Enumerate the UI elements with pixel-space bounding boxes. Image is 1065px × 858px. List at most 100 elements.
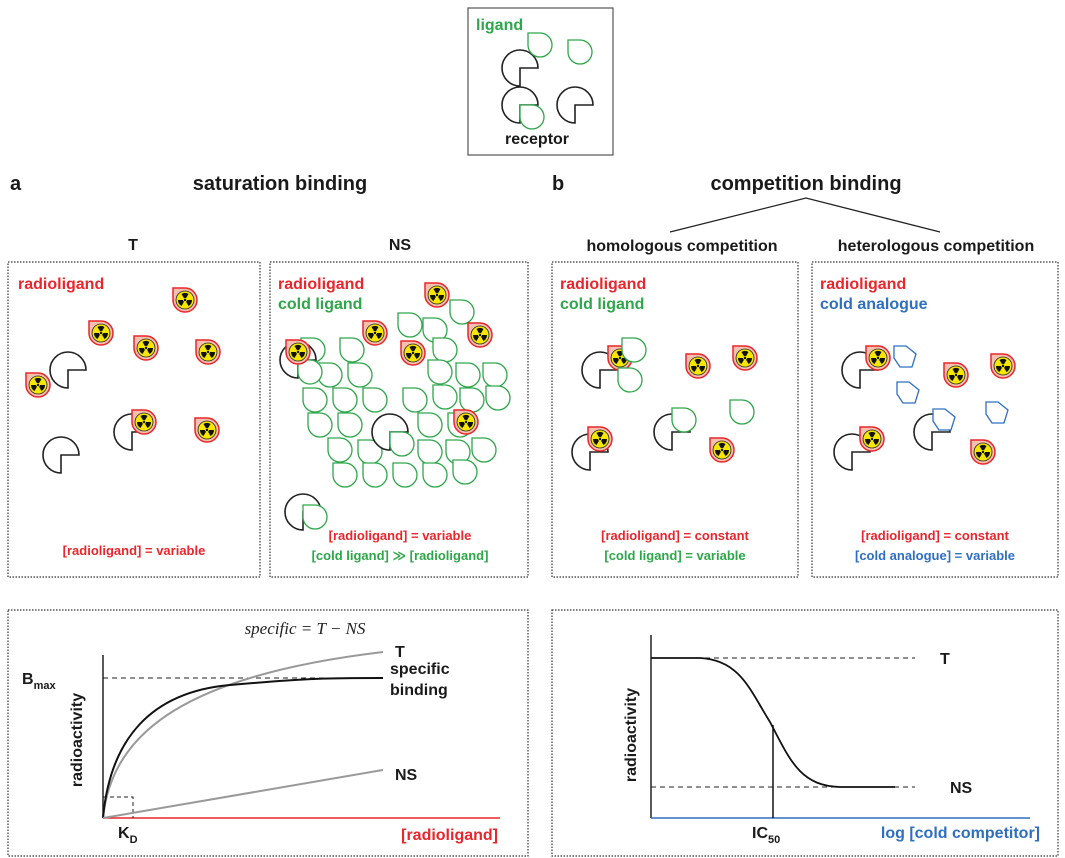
legend-ligand: ligand (476, 17, 523, 34)
ligand-icon (472, 438, 496, 462)
y-label: radioactivity (623, 688, 640, 782)
box-line: cold analogue (820, 296, 928, 313)
ligand-icon (303, 505, 327, 529)
kd-label: KD (118, 825, 138, 846)
ligand-icon (483, 363, 507, 387)
curve-label: T (395, 644, 405, 661)
radioligand-icon (588, 427, 612, 451)
box-heading: homologous competition (586, 238, 777, 255)
box-line: radioligand (18, 276, 104, 293)
ligand-icon (433, 338, 457, 362)
ligand-icon (390, 432, 414, 456)
receptor-icon (557, 87, 593, 123)
radioligand-icon (733, 346, 757, 370)
ligand-icon (520, 105, 544, 129)
ligand-icon (338, 413, 362, 437)
radioligand-icon (991, 354, 1015, 378)
box-line: cold ligand (560, 296, 644, 313)
y-label: radioactivity (69, 693, 86, 787)
receptor-icon (502, 50, 538, 86)
ligand-icon (428, 360, 452, 384)
analogue-icon (933, 409, 955, 430)
ligand-icon (460, 388, 484, 412)
radioligand-icon (196, 340, 220, 364)
curve-label: NS (395, 767, 418, 784)
x-label: log [cold competitor] (881, 825, 1040, 842)
box-heading: T (128, 237, 138, 254)
ic50-sub: 50 (768, 834, 780, 846)
condition: [cold analogue] = variable (855, 548, 1015, 563)
branch-lines (670, 198, 940, 232)
receptor-icon (43, 437, 79, 473)
ligand-icon (398, 313, 422, 337)
specific-curve (103, 678, 383, 818)
radioligand-icon (195, 418, 219, 442)
radioligand-icon (454, 410, 478, 434)
ligand-icon (618, 368, 642, 392)
ligand-icon (730, 400, 754, 424)
ic50-label: IC50 (752, 825, 780, 846)
ligand-icon (453, 460, 477, 484)
radioligand-icon (944, 363, 968, 387)
ligand-icon (433, 385, 457, 409)
legend-receptor: receptor (505, 131, 569, 148)
ligand-icon (333, 388, 357, 412)
x-label: [radioligand] (401, 827, 498, 844)
radioligand-icon (26, 373, 50, 397)
bmax-base: B (22, 671, 34, 688)
radioligand-icon (401, 341, 425, 365)
ligand-icon (363, 463, 387, 487)
condition: [cold ligand] ≫ [radioligand] (312, 548, 489, 563)
ligand-icon (333, 463, 357, 487)
ligand-icon (303, 388, 327, 412)
bmax-label: Bmax (22, 671, 56, 692)
ligand-icon (568, 40, 592, 64)
condition: [cold ligand] = variable (604, 548, 745, 563)
diagram: ligand receptor a saturation binding b c… (0, 0, 1065, 858)
graph-box (8, 610, 528, 856)
radioligand-icon (468, 323, 492, 347)
radioligand-icon (971, 440, 995, 464)
ligand-icon (348, 363, 372, 387)
ligand-icon (418, 440, 442, 464)
condition: [radioligand] = constant (601, 528, 749, 543)
curve-label: T (940, 651, 950, 668)
radioligand-icon (132, 410, 156, 434)
panel-title: saturation binding (193, 173, 367, 195)
radioligand-icon (89, 321, 113, 345)
panel-title: competition binding (710, 173, 901, 195)
analogue-icon (986, 402, 1008, 423)
box-heading: NS (389, 237, 412, 254)
box-heading: heterologous competition (838, 238, 1034, 255)
receptor-icon (50, 352, 86, 388)
radioligand-icon (860, 427, 884, 451)
box-line: radioligand (278, 276, 364, 293)
condition: [radioligand] = constant (861, 528, 1009, 543)
analogue-icon (894, 346, 916, 367)
ic50-base: IC (752, 825, 768, 842)
formula: specific = T − NS (245, 619, 366, 638)
condition: [radioligand] = variable (329, 528, 472, 543)
ligand-icon (456, 363, 480, 387)
ligand-icon (672, 408, 696, 432)
ligand-icon (418, 413, 442, 437)
ligand-icon (450, 300, 474, 324)
ligand-icon (340, 338, 364, 362)
condition: [radioligand] = variable (63, 543, 206, 558)
box-line: radioligand (560, 276, 646, 293)
kd-base: K (118, 825, 130, 842)
panel-label: a (10, 173, 22, 195)
ligand-icon (308, 413, 332, 437)
radioligand-icon (425, 283, 449, 307)
radioligand-icon (134, 336, 158, 360)
radioligand-icon (363, 321, 387, 345)
ligand-icon (423, 463, 447, 487)
ligand-icon (403, 388, 427, 412)
box-line: cold ligand (278, 296, 362, 313)
ligand-icon (328, 438, 352, 462)
radioligand-icon (286, 340, 310, 364)
kd-sub: D (130, 834, 138, 846)
radioligand-icon (173, 288, 197, 312)
curve-label: NS (950, 780, 973, 797)
curve-label: binding (390, 682, 448, 699)
